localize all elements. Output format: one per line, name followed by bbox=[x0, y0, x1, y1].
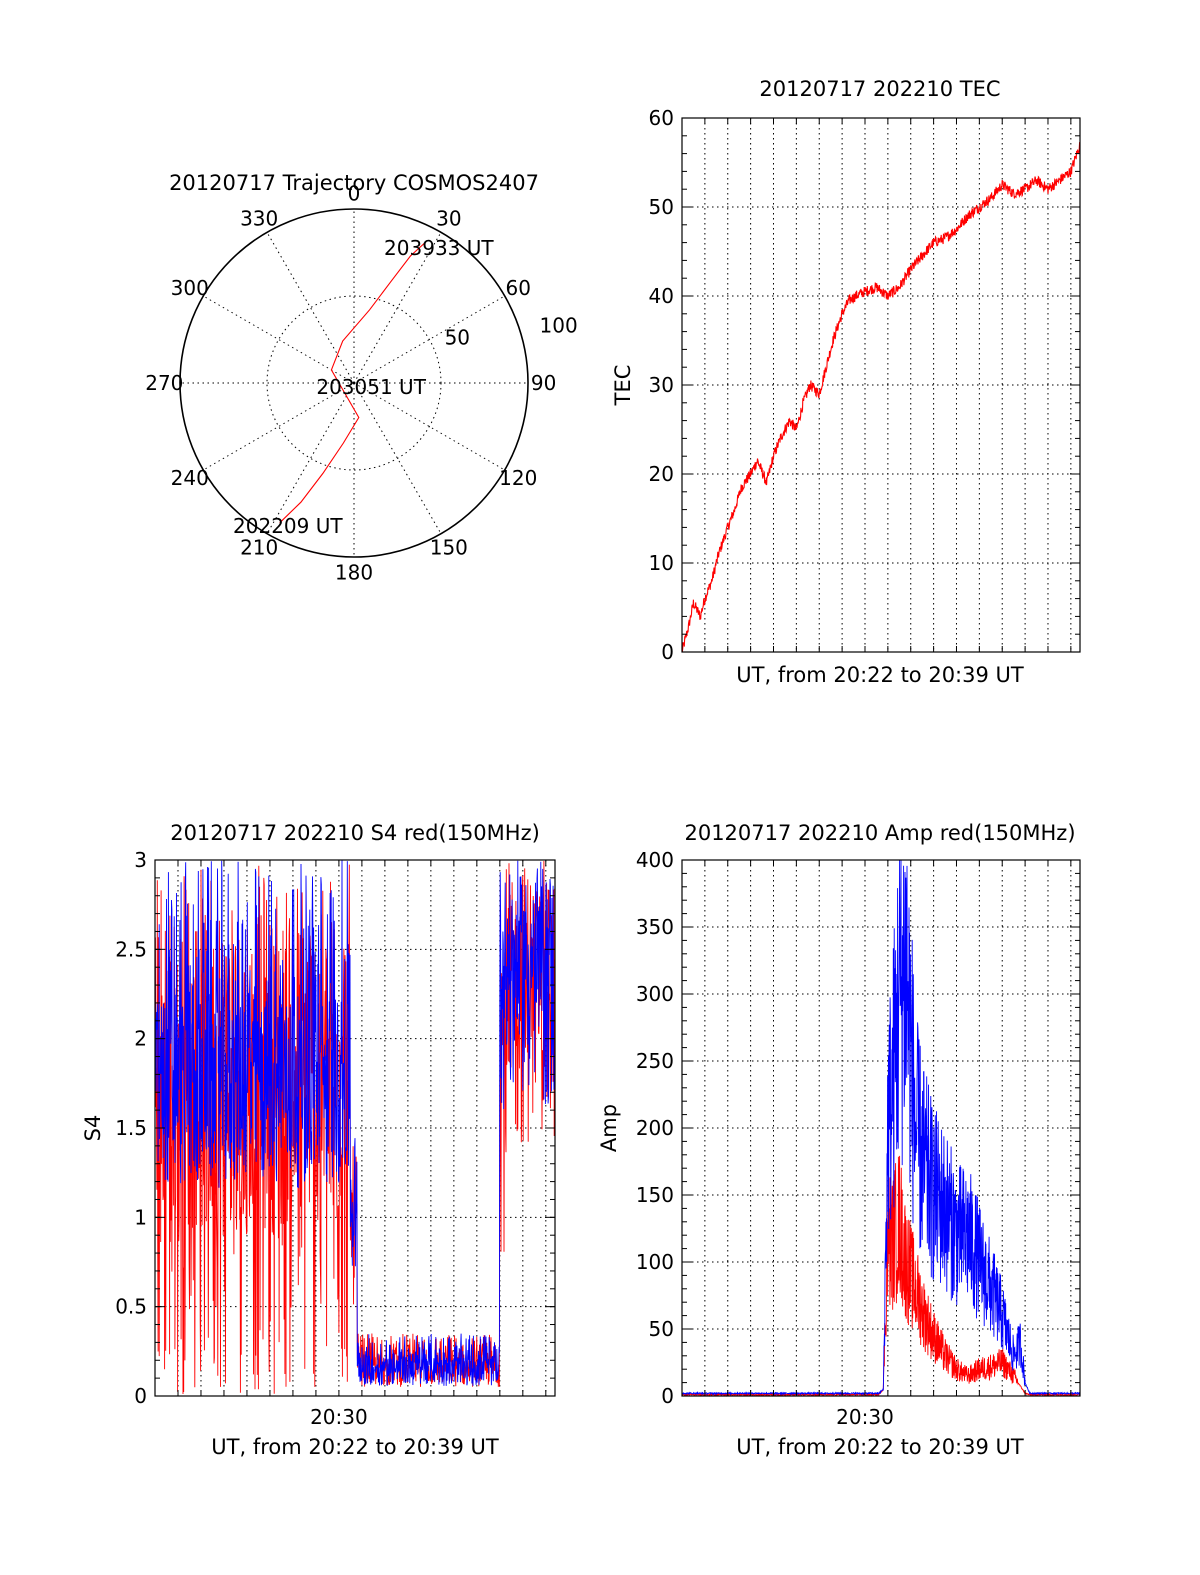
plot-frame bbox=[681, 859, 1081, 1397]
y-tick-label: 0.5 bbox=[115, 1295, 147, 1319]
polar-radial-label: 100 bbox=[540, 313, 578, 337]
y-tick-label: 60 bbox=[649, 106, 674, 130]
y-tick-label: 350 bbox=[636, 915, 674, 939]
y-tick-label: 1 bbox=[134, 1205, 147, 1229]
trajectory-line bbox=[279, 241, 427, 524]
tec-axes: 0 10 20 30 40 50 60 bbox=[649, 106, 1081, 664]
polar-spoke bbox=[353, 382, 505, 471]
polar-trajectory-panel: 20120717 Trajectory COSMOS2407 0 30 60 90 12… bbox=[145, 171, 577, 585]
polar-title: 20120717 Trajectory COSMOS2407 bbox=[169, 171, 539, 195]
polar-angle-label: 90 bbox=[531, 371, 556, 395]
polar-angle-label: 150 bbox=[430, 535, 468, 559]
polar-angle-label: 0 bbox=[348, 181, 361, 205]
s4-ylabel: S4 bbox=[81, 1115, 105, 1142]
polar-spoke bbox=[353, 232, 442, 384]
polar-grid bbox=[179, 208, 529, 558]
y-tick-label: 3 bbox=[134, 848, 147, 872]
y-tick-label: 2 bbox=[134, 1027, 147, 1051]
series-line bbox=[681, 142, 1081, 653]
y-tick-label: 300 bbox=[636, 982, 674, 1006]
polar-angle-label: 120 bbox=[499, 466, 537, 490]
s4-xlabel: UT, from 20:22 to 20:39 UT bbox=[211, 1435, 499, 1459]
polar-angle-label: 240 bbox=[171, 466, 209, 490]
y-tick-label: 200 bbox=[636, 1116, 674, 1140]
y-tick-label: 50 bbox=[649, 1317, 674, 1341]
y-tick-label: 150 bbox=[636, 1183, 674, 1207]
polar-radial-label: 50 bbox=[445, 326, 470, 350]
polar-angle-labels: 0 30 60 90 120 150 180 210 240 270 300 330 50 100 bbox=[145, 181, 577, 584]
plot-frame bbox=[154, 859, 556, 1397]
tec-ylabel: TEC bbox=[611, 365, 635, 407]
y-tick-label: 1.5 bbox=[115, 1116, 147, 1140]
trajectory-time-label: 202209 UT bbox=[233, 514, 343, 538]
s4-panel: 20120717 202210 S4 red(150MHz) 0 0.5 1 1.5 2… bbox=[81, 821, 556, 1459]
x-tick-label: 20:30 bbox=[836, 1405, 894, 1429]
series-line bbox=[681, 859, 1081, 1396]
tec-xlabel: UT, from 20:22 to 20:39 UT bbox=[736, 663, 1024, 687]
polar-spoke bbox=[203, 382, 355, 471]
polar-spoke bbox=[266, 232, 355, 384]
x-tick-label: 20:30 bbox=[310, 1405, 368, 1429]
trajectory-time-label: 203051 UT bbox=[316, 375, 426, 399]
polar-series bbox=[279, 241, 427, 524]
y-tick-label: 10 bbox=[649, 551, 674, 575]
y-tick-label: 30 bbox=[649, 373, 674, 397]
y-tick-label: 50 bbox=[649, 195, 674, 219]
y-tick-label: 0 bbox=[661, 640, 674, 664]
polar-inner-ring bbox=[266, 295, 442, 471]
polar-spoke bbox=[203, 295, 355, 384]
plot-frame bbox=[681, 117, 1081, 653]
polar-angle-label: 330 bbox=[240, 207, 278, 231]
y-tick-label: 100 bbox=[636, 1250, 674, 1274]
y-tick-label: 40 bbox=[649, 284, 674, 308]
s4-axes: 0 0.5 1 1.5 2 2.5 3 20:30 bbox=[115, 848, 556, 1429]
amp-series bbox=[681, 859, 1081, 1398]
polar-angle-label: 300 bbox=[171, 276, 209, 300]
tec-series bbox=[681, 142, 1081, 653]
s4-title: 20120717 202210 S4 red(150MHz) bbox=[170, 821, 540, 845]
amp-axes: 0 50 100 150 200 250 300 350 400 20:30 bbox=[636, 848, 1081, 1429]
amp-title: 20120717 202210 Amp red(150MHz) bbox=[684, 821, 1075, 845]
polar-spoke bbox=[353, 295, 505, 384]
polar-angle-label: 180 bbox=[335, 561, 373, 585]
y-tick-label: 400 bbox=[636, 848, 674, 872]
series-line bbox=[154, 860, 556, 1386]
polar-angle-label: 30 bbox=[436, 207, 461, 231]
y-tick-label: 0 bbox=[134, 1384, 147, 1408]
trajectory-time-label: 203933 UT bbox=[384, 236, 494, 260]
s4-series bbox=[154, 860, 556, 1395]
polar-angle-label: 270 bbox=[145, 371, 183, 395]
tec-panel: 20120717 202210 TEC 0 10 20 30 40 50 60 UT, fr… bbox=[611, 77, 1081, 687]
polar-angle-label: 60 bbox=[506, 276, 531, 300]
tec-title: 20120717 202210 TEC bbox=[759, 77, 1000, 101]
amp-ylabel: Amp bbox=[597, 1104, 621, 1152]
y-tick-label: 0 bbox=[661, 1384, 674, 1408]
amp-grid bbox=[682, 860, 1080, 1396]
polar-outer-ring bbox=[179, 208, 529, 558]
y-tick-label: 20 bbox=[649, 462, 674, 486]
amp-panel: 20120717 202210 Amp red(150MHz) 0 50 100 15… bbox=[597, 821, 1081, 1459]
tec-grid bbox=[682, 118, 1080, 652]
y-tick-label: 2.5 bbox=[115, 937, 147, 961]
polar-spoke bbox=[266, 382, 355, 534]
polar-spoke bbox=[353, 382, 442, 534]
polar-angle-label: 210 bbox=[240, 535, 278, 559]
y-tick-label: 250 bbox=[636, 1049, 674, 1073]
polar-annotations: 203933 UT 203051 UT 202209 UT bbox=[233, 236, 494, 538]
amp-xlabel: UT, from 20:22 to 20:39 UT bbox=[736, 1435, 1024, 1459]
